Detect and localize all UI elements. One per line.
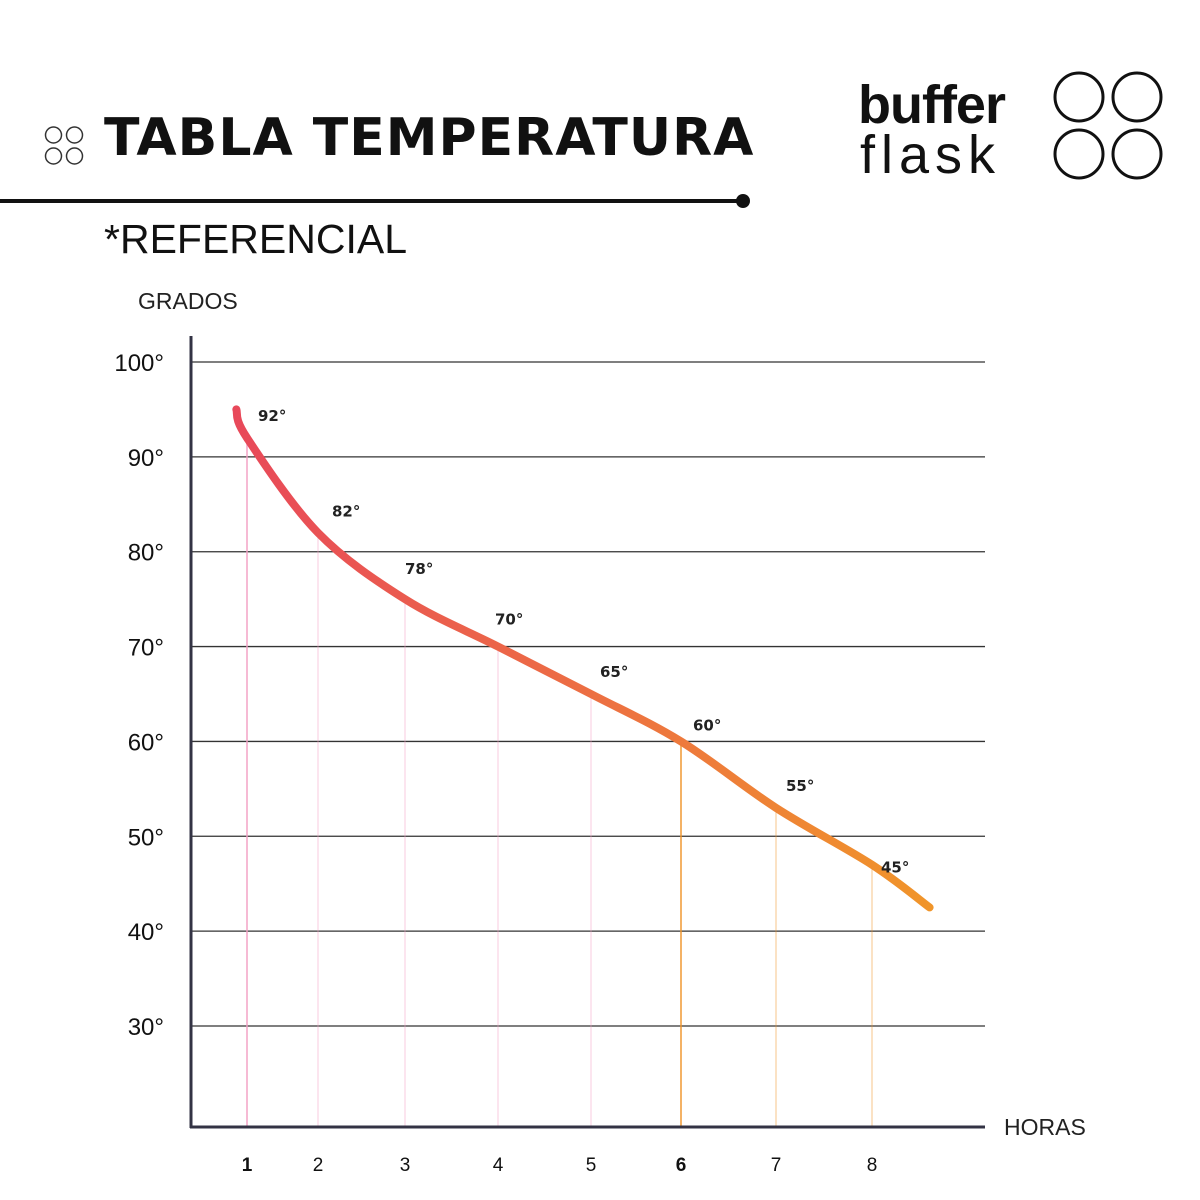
data-label: 55° [786,777,814,795]
y-tick-label: 80° [128,540,164,567]
brand-name-buffer: buffer [858,75,1006,135]
data-label: 78° [405,560,433,578]
four-circles-icon [44,126,84,165]
x-tick-label: 2 [313,1155,324,1176]
data-label: 45° [881,859,909,877]
x-tick-label: 4 [493,1155,504,1176]
page-title: TABLA TEMPERATURA [104,108,755,168]
data-label: 82° [332,503,360,521]
y-tick-label: 100° [114,350,164,377]
y-tick-label: 40° [128,919,164,946]
y-tick-label: 50° [128,824,164,851]
x-tick-label: 5 [586,1155,597,1176]
y-axis-title: GRADOS [138,288,238,314]
data-label: 60° [693,716,721,734]
title-divider [0,194,750,208]
x-tick-label: 7 [771,1155,782,1176]
x-axis-title: HORAS [1004,1114,1086,1140]
x-tick-label: 6 [676,1155,687,1176]
y-tick-label: 70° [128,635,164,662]
y-tick-label: 90° [128,445,164,472]
brand-name-flask: flask [860,125,1002,185]
y-tick-label: 30° [128,1014,164,1041]
four-circles-logo-icon [1053,71,1163,180]
x-tick-label: 8 [867,1155,878,1176]
y-tick-label: 60° [128,729,164,756]
data-label: 70° [495,611,523,629]
data-label: 92° [258,407,286,425]
page-subtitle: *REFERENCIAL [104,216,408,262]
x-tick-label: 3 [400,1155,411,1176]
x-tick-label: 1 [242,1155,253,1176]
temperature-curve [232,405,934,912]
data-label: 65° [600,663,628,681]
